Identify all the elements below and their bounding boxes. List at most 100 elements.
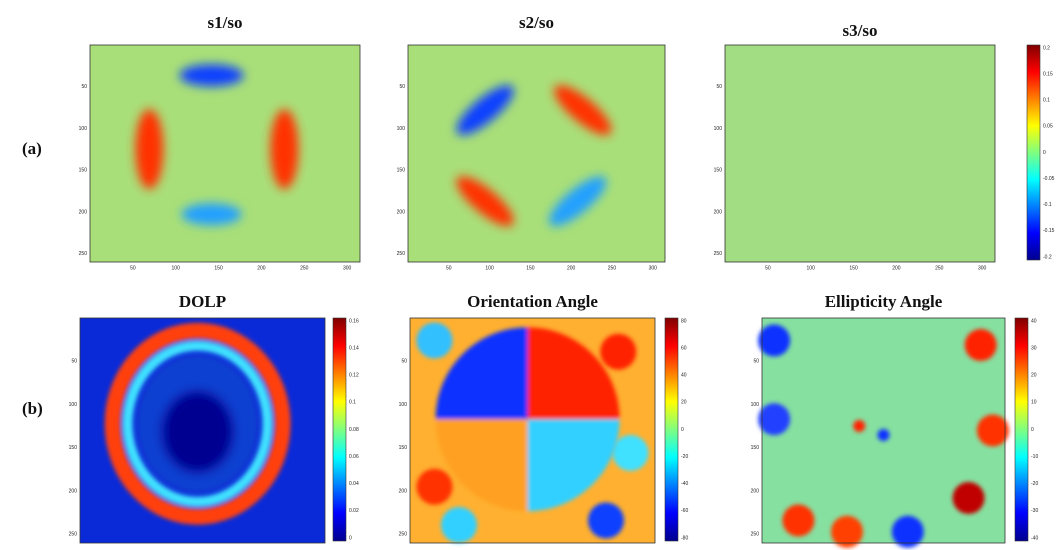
x-tick-label: 300: [978, 265, 987, 271]
colorbar-tick-label: 0.2: [1043, 45, 1050, 51]
y-tick-label: 50: [401, 359, 407, 365]
colorbar: [333, 318, 346, 541]
x-tick-label: 150: [214, 265, 223, 271]
core: [163, 392, 233, 472]
blob: [758, 325, 790, 357]
panel-title: DOLP: [179, 292, 226, 311]
blob: [878, 429, 890, 441]
y-tick-label: 200: [714, 209, 723, 215]
panel-title: Ellipticity Angle: [825, 292, 943, 311]
colorbar-tick-label: 0.06: [349, 454, 359, 460]
blob: [977, 415, 1009, 447]
heatmap-features: [113, 331, 283, 517]
x-tick-label: 100: [807, 265, 816, 271]
colorbar-tick-label: 80: [681, 318, 687, 324]
x-tick-label: 100: [485, 265, 494, 271]
colorbar-tick-label: 0.15: [1043, 71, 1053, 77]
y-tick-label: 100: [69, 402, 78, 408]
colorbar: [1015, 318, 1028, 541]
y-tick-label: 200: [397, 209, 406, 215]
x-tick-label: 150: [526, 265, 535, 271]
heatmap-bg: [408, 45, 665, 262]
x-tick-label: 50: [130, 265, 136, 271]
blob: [953, 482, 985, 514]
colorbar-tick-label: -40: [1031, 535, 1038, 541]
y-tick-label: 250: [399, 532, 408, 538]
blob: [613, 435, 649, 471]
blob: [853, 420, 865, 432]
colorbar-tick-label: 40: [1031, 318, 1037, 324]
y-tick-label: 200: [79, 209, 88, 215]
colorbar-tick-label: -20: [681, 454, 688, 460]
y-tick-label: 150: [399, 445, 408, 451]
colorbar-tick-label: 20: [681, 400, 687, 406]
colorbar-tick-label: 0: [349, 535, 352, 541]
colorbar-tick-label: -0.1: [1043, 202, 1052, 208]
panel: Orientation Angle50100150200250806040200…: [399, 292, 689, 543]
y-tick-label: 250: [714, 251, 723, 257]
y-tick-label: 250: [751, 532, 760, 538]
y-tick-label: 100: [397, 126, 406, 132]
panel-title: s2/so: [519, 13, 554, 32]
x-tick-label: 250: [300, 265, 309, 271]
x-tick-label: 100: [172, 265, 181, 271]
colorbar: [1027, 45, 1040, 260]
x-tick-label: 50: [446, 265, 452, 271]
colorbar-tick-label: 0.04: [349, 481, 359, 487]
x-tick-label: 200: [257, 265, 266, 271]
x-tick-label: 200: [567, 265, 576, 271]
x-tick-label: 200: [892, 265, 901, 271]
heatmap-bg: [725, 45, 995, 262]
colorbar-tick-label: 10: [1031, 400, 1037, 406]
blob: [965, 329, 997, 361]
y-tick-label: 50: [81, 84, 87, 90]
colorbar-tick-label: -40: [681, 481, 688, 487]
blob: [758, 403, 790, 435]
blob: [180, 64, 244, 86]
row-label: (b): [22, 399, 43, 418]
colorbar-tick-label: 0.08: [349, 427, 359, 433]
y-tick-label: 100: [79, 126, 88, 132]
y-tick-label: 50: [399, 84, 405, 90]
blob: [782, 505, 814, 537]
blob: [417, 323, 453, 359]
disk: [436, 327, 620, 511]
colorbar-tick-label: -20: [1031, 481, 1038, 487]
y-tick-label: 200: [399, 488, 408, 494]
blob: [588, 503, 624, 539]
blob: [135, 109, 163, 189]
row-label: (a): [22, 139, 42, 158]
colorbar-tick-label: -10: [1031, 454, 1038, 460]
y-tick-label: 250: [79, 251, 88, 257]
y-tick-label: 100: [399, 402, 408, 408]
colorbar: [665, 318, 678, 541]
panel-title: Orientation Angle: [467, 292, 598, 311]
x-tick-label: 250: [608, 265, 617, 271]
colorbar-tick-label: 0.14: [349, 345, 359, 351]
x-tick-label: 250: [935, 265, 944, 271]
y-tick-label: 100: [714, 126, 723, 132]
colorbar-tick-label: 0: [1031, 427, 1034, 433]
panel-title: s1/so: [208, 13, 243, 32]
y-tick-label: 100: [751, 402, 760, 408]
colorbar-tick-label: -30: [1031, 508, 1038, 514]
blob: [417, 469, 453, 505]
colorbar-tick-label: -0.2: [1043, 254, 1052, 260]
blob: [600, 334, 636, 370]
y-tick-label: 200: [751, 488, 760, 494]
y-tick-label: 150: [751, 445, 760, 451]
blob: [441, 507, 477, 543]
colorbar-tick-label: -60: [681, 508, 688, 514]
y-tick-label: 250: [397, 251, 406, 257]
colorbar-tick-label: -80: [681, 535, 688, 541]
panel-title: s3/so: [843, 21, 878, 40]
colorbar-tick-label: 0.02: [349, 508, 359, 514]
y-tick-label: 150: [69, 445, 78, 451]
x-tick-label: 150: [849, 265, 858, 271]
panel: s2/so5010015020025050100150200250300: [397, 13, 665, 271]
panel: Ellipticity Angle50100150200250403020100…: [751, 292, 1039, 548]
x-tick-label: 50: [765, 265, 771, 271]
colorbar-tick-label: 0.1: [349, 400, 356, 406]
